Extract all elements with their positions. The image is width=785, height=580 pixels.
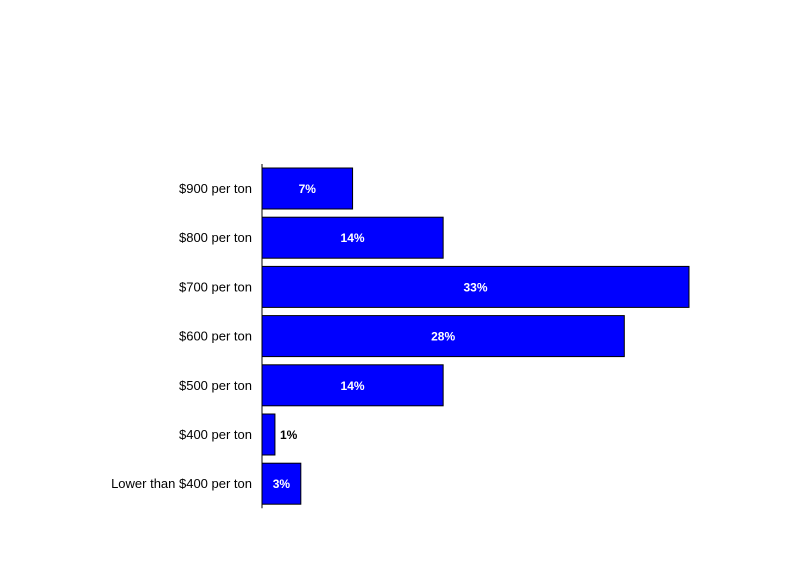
category-label-2: $700 per ton bbox=[179, 279, 252, 294]
category-label-6: Lower than $400 per ton bbox=[111, 476, 252, 491]
bar-0 bbox=[261, 167, 354, 210]
labels-group: $900 per ton 7% $800 per ton 14% $700 per to… bbox=[111, 181, 488, 491]
bar-3 bbox=[261, 315, 625, 358]
bars-group bbox=[261, 167, 690, 505]
data-label-5: 1% bbox=[280, 428, 298, 442]
category-label-3: $600 per ton bbox=[179, 329, 252, 344]
bar-5 bbox=[261, 413, 276, 456]
data-label-0: 7% bbox=[299, 182, 317, 196]
data-label-4: 14% bbox=[341, 379, 365, 393]
category-label-0: $900 per ton bbox=[179, 181, 252, 196]
category-label-4: $500 per ton bbox=[179, 378, 252, 393]
category-label-5: $400 per ton bbox=[179, 427, 252, 442]
category-label-1: $800 per ton bbox=[179, 230, 252, 245]
data-label-2: 33% bbox=[463, 280, 487, 294]
bar-1 bbox=[261, 216, 444, 259]
data-label-6: 3% bbox=[273, 477, 291, 491]
data-label-3: 28% bbox=[431, 330, 455, 344]
bar-2 bbox=[261, 265, 690, 308]
bar-4 bbox=[261, 364, 444, 407]
data-label-1: 14% bbox=[341, 231, 365, 245]
